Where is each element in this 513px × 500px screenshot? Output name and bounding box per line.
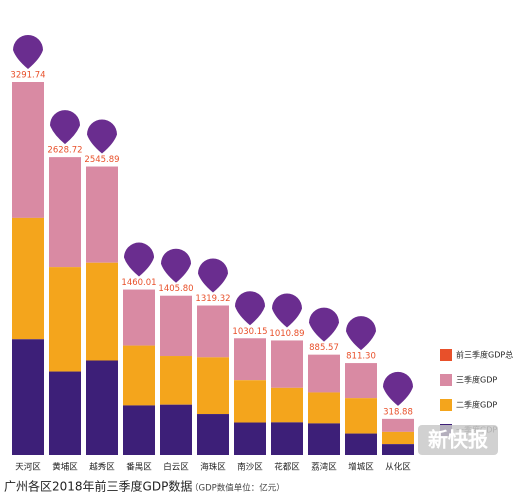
bar-segment — [345, 398, 377, 434]
bar-segment — [345, 363, 377, 399]
total-label: 1030.15 — [232, 327, 267, 337]
bar-segment — [197, 305, 229, 358]
bar-segment — [197, 414, 229, 455]
bar-segment — [86, 262, 118, 361]
growth-badge — [272, 293, 302, 328]
bar-segment — [86, 166, 118, 263]
bar-segment — [234, 380, 266, 423]
bar-segment — [197, 357, 229, 415]
x-tick-label: 番禺区 — [126, 462, 152, 473]
x-tick-label: 白云区 — [163, 462, 189, 473]
x-tick-label: 南沙区 — [237, 462, 263, 473]
growth-badge — [383, 371, 413, 406]
bar-segment — [49, 371, 81, 455]
bar-segment — [382, 444, 414, 455]
legend-label: 二季度GDP — [456, 400, 497, 410]
growth-badge — [124, 242, 154, 277]
growth-badge — [346, 316, 376, 351]
growth-badge — [235, 291, 265, 326]
x-tick-label: 花都区 — [274, 462, 300, 473]
bar-segment — [271, 422, 303, 455]
legend-swatch — [440, 349, 452, 361]
bar-segment — [123, 405, 155, 455]
bar-segment — [382, 418, 414, 432]
legend-label: 三季度GDP — [456, 375, 497, 385]
bar-segment — [382, 431, 414, 445]
bar-segment — [234, 422, 266, 455]
x-tick-label: 增城区 — [348, 462, 374, 473]
growth-badge — [198, 258, 228, 293]
bar-segment — [12, 82, 44, 218]
legend-swatch — [440, 399, 452, 411]
watermark: 新快报 — [428, 428, 488, 452]
total-label: 1405.80 — [158, 284, 193, 294]
bar-segment — [234, 338, 266, 381]
growth-badge — [161, 248, 191, 283]
x-tick-label: 天河区 — [15, 462, 41, 473]
bar-segment — [123, 289, 155, 346]
chart-title: 广州各区2018年前三季度GDP数据 — [4, 479, 192, 494]
bar-segment — [160, 404, 192, 455]
growth-badge — [50, 110, 80, 145]
bar-segment — [86, 360, 118, 455]
bar-segment — [12, 217, 44, 340]
bar-segment — [160, 295, 192, 357]
total-label: 2545.89 — [84, 155, 119, 165]
x-tick-label: 荔湾区 — [311, 462, 337, 473]
growth-badge — [87, 119, 117, 154]
bar-segment — [308, 354, 340, 393]
growth-badge — [13, 35, 43, 69]
total-label: 811.30 — [346, 352, 376, 362]
x-tick-label: 越秀区 — [89, 462, 115, 473]
bar-segment — [160, 356, 192, 405]
total-label: 318.88 — [383, 407, 413, 417]
total-label: 2628.72 — [47, 146, 82, 156]
growth-badge — [309, 307, 339, 342]
x-tick-label: 海珠区 — [200, 462, 226, 473]
legend-label: 前三季度GDP总值 — [456, 350, 513, 360]
bar-segment — [308, 423, 340, 455]
bar-segment — [123, 345, 155, 406]
total-label: 3291.74 — [10, 71, 45, 81]
total-label: 885.57 — [309, 343, 339, 353]
watermark-logo: 新快报 — [418, 425, 498, 455]
bar-segment — [271, 340, 303, 388]
bar-segment — [308, 392, 340, 424]
total-label: 1319.32 — [195, 294, 230, 304]
bar-segment — [271, 387, 303, 423]
legend-swatch — [440, 374, 452, 386]
watermark-box — [418, 425, 498, 455]
total-label: 1010.89 — [269, 329, 304, 339]
total-label: 1460.01 — [121, 278, 156, 288]
bar-segment — [12, 339, 44, 455]
chart-subtitle: （GDP数值单位：亿元） — [190, 483, 285, 494]
x-tick-label: 从化区 — [385, 462, 411, 473]
bar-segment — [49, 267, 81, 372]
bar-segment — [49, 157, 81, 268]
bar-segment — [345, 433, 377, 455]
x-tick-label: 黄埔区 — [52, 462, 78, 473]
